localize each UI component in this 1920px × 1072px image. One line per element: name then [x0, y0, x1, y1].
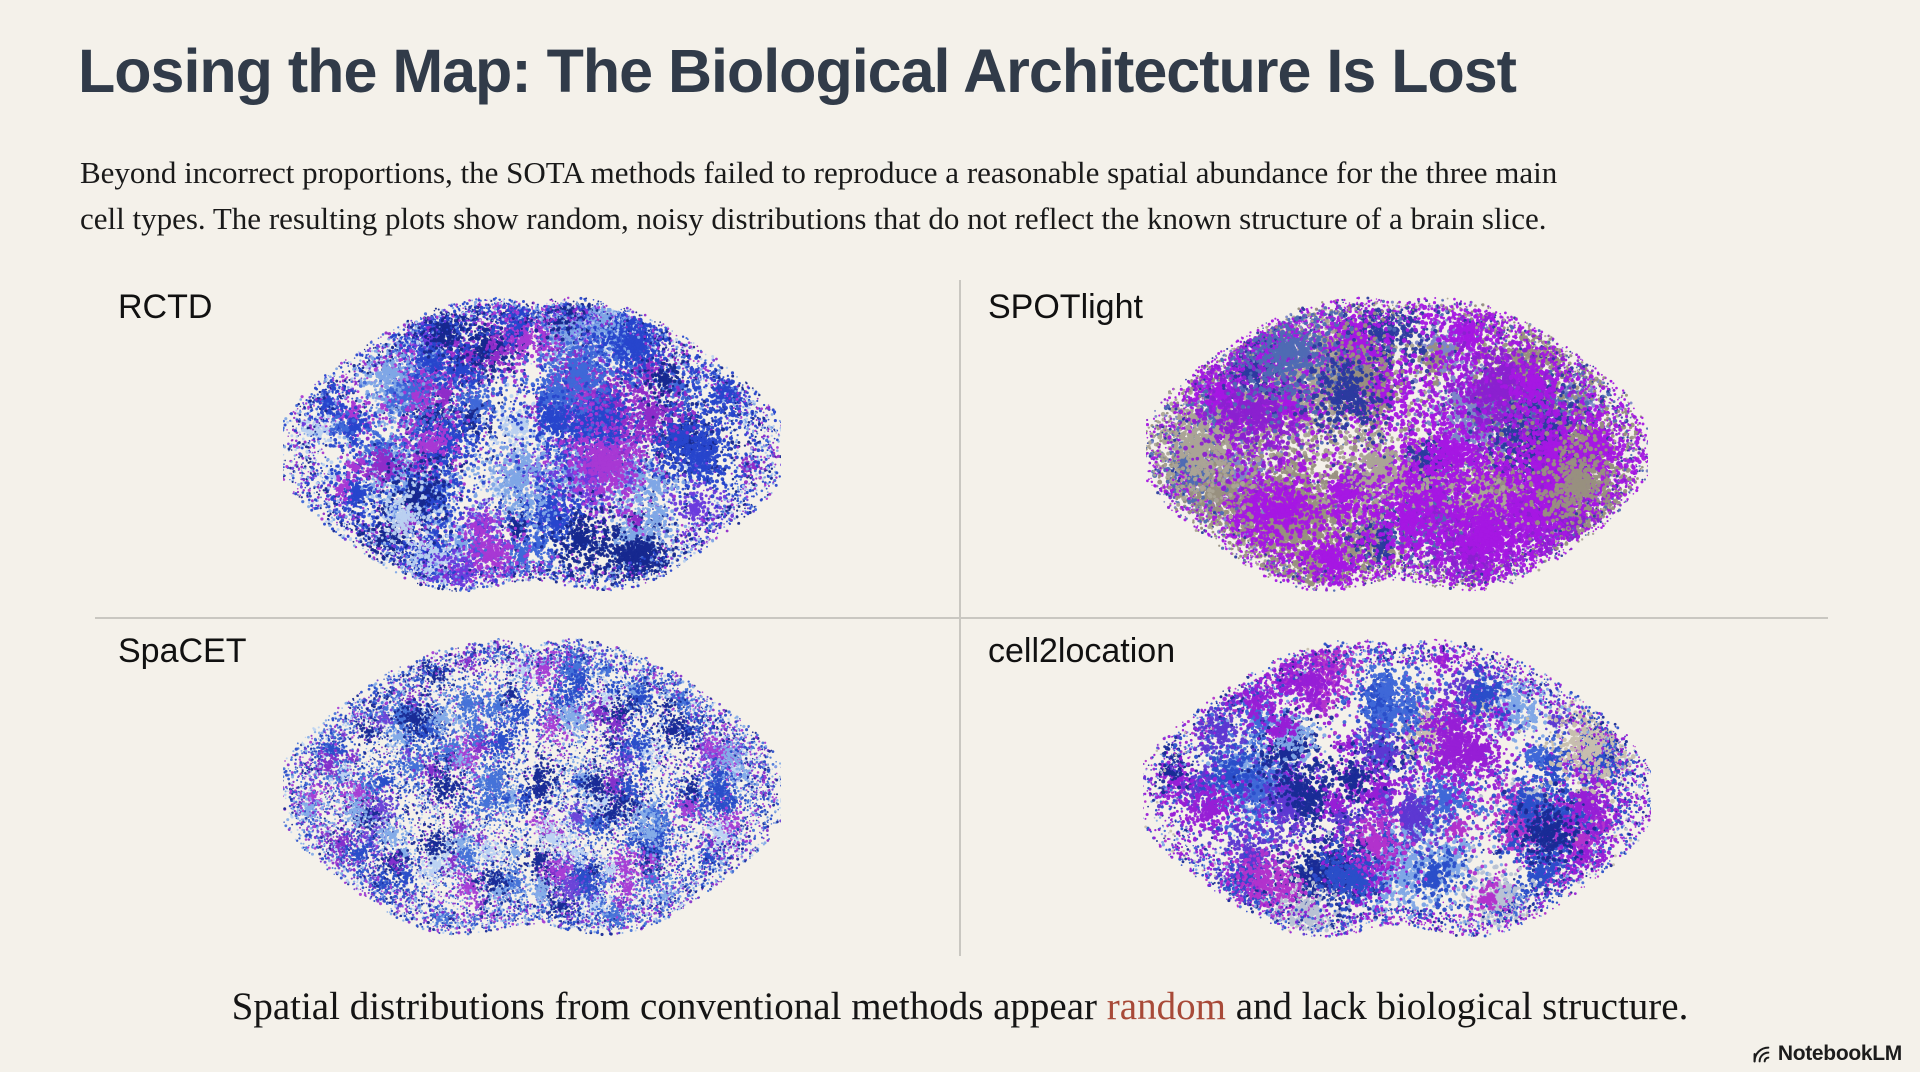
- horizontal-divider: [95, 617, 1828, 619]
- notebooklm-logo: NotebookLM: [1750, 1042, 1902, 1066]
- caption-text-before: Spatial distributions from conventional …: [231, 985, 1107, 1028]
- caption: Spatial distributions from conventional …: [0, 984, 1920, 1029]
- page-title: Losing the Map: The Biological Architect…: [78, 37, 1517, 105]
- subtitle-line-2: cell types. The resulting plots show ran…: [80, 200, 1547, 236]
- panel-label-spacet: SpaCET: [118, 632, 247, 670]
- scatter-plot-rctd: [283, 282, 781, 618]
- subtitle-line-1: Beyond incorrect proportions, the SOTA m…: [80, 155, 1558, 190]
- scatter-plot-spacet: [283, 624, 781, 962]
- caption-highlight: random: [1106, 985, 1226, 1028]
- notebooklm-label: NotebookLM: [1777, 1042, 1902, 1065]
- panel-label-spotlight: SPOTlight: [988, 288, 1143, 326]
- scatter-plot-cell2location: [1143, 624, 1651, 964]
- notebooklm-icon: [1753, 1046, 1770, 1063]
- scatter-plot-spotlight: [1146, 282, 1648, 618]
- subtitle: Beyond incorrect proportions, the SOTA m…: [80, 150, 1840, 242]
- caption-text-after: and lack biological structure.: [1225, 985, 1689, 1028]
- panel-label-rctd: RCTD: [118, 288, 213, 326]
